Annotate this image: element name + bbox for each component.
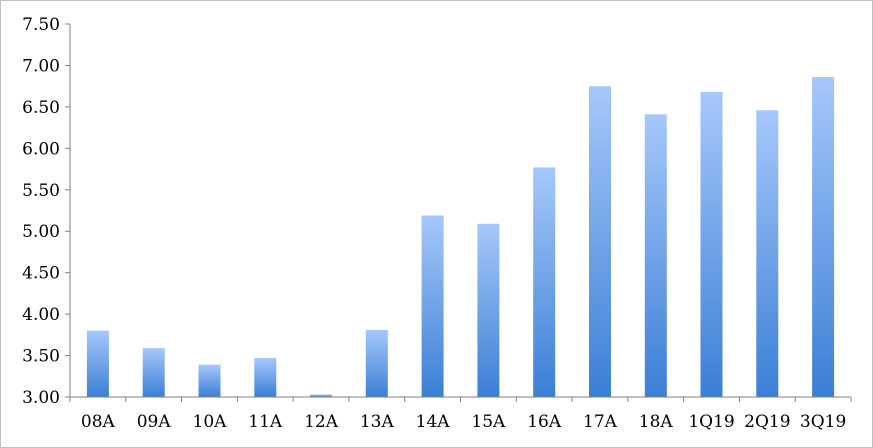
bar-11A bbox=[254, 358, 277, 397]
bar-16A bbox=[533, 167, 556, 397]
bar-10A bbox=[198, 364, 221, 397]
y-tick-label: 5.00 bbox=[22, 222, 60, 242]
bar-1Q19 bbox=[700, 92, 723, 397]
bar-15A bbox=[477, 223, 500, 397]
x-tick-label: 3Q19 bbox=[800, 412, 846, 432]
x-tick-label: 10A bbox=[193, 412, 228, 432]
bar-14A bbox=[421, 215, 444, 397]
x-tick-label: 17A bbox=[583, 412, 618, 432]
y-tick-label: 5.50 bbox=[22, 181, 60, 201]
x-tick-label: 16A bbox=[527, 412, 562, 432]
bar-08A bbox=[86, 330, 109, 397]
bars-layer bbox=[86, 77, 835, 398]
y-tick-label: 3.50 bbox=[22, 347, 60, 367]
bar-13A bbox=[365, 329, 388, 397]
x-tick-label: 15A bbox=[471, 412, 506, 432]
x-tick-label: 13A bbox=[360, 412, 395, 432]
x-tick-label: 11A bbox=[248, 412, 283, 432]
bar-18A bbox=[644, 114, 667, 398]
x-tick-label: 1Q19 bbox=[688, 412, 734, 432]
y-tick-label: 7.50 bbox=[22, 15, 60, 35]
x-tick-label: 08A bbox=[81, 412, 116, 432]
x-tick-label: 18A bbox=[639, 412, 674, 432]
y-tick-label: 3.00 bbox=[22, 388, 60, 408]
bar-17A bbox=[589, 86, 611, 397]
bar-3Q19 bbox=[812, 77, 835, 397]
y-tick-label: 6.50 bbox=[22, 98, 60, 118]
y-tick-label: 7.00 bbox=[22, 56, 60, 76]
x-tick-label: 12A bbox=[304, 412, 339, 432]
labels-layer: 3.00 3.50 4.00 4.50 5.00 5.50 6.00 6.50 7.00 7.50… bbox=[22, 15, 846, 432]
bar-2Q19 bbox=[756, 110, 779, 397]
y-tick-label: 4.00 bbox=[22, 305, 60, 325]
y-tick-label: 6.00 bbox=[22, 139, 60, 159]
x-tick-label: 2Q19 bbox=[744, 412, 790, 432]
y-tick-label: 4.50 bbox=[22, 264, 60, 284]
x-tick-label: 14A bbox=[416, 412, 451, 432]
bar-12A bbox=[310, 394, 332, 397]
x-tick-label: 09A bbox=[137, 412, 172, 432]
axes-layer bbox=[65, 23, 852, 402]
bar-09A bbox=[142, 348, 165, 397]
